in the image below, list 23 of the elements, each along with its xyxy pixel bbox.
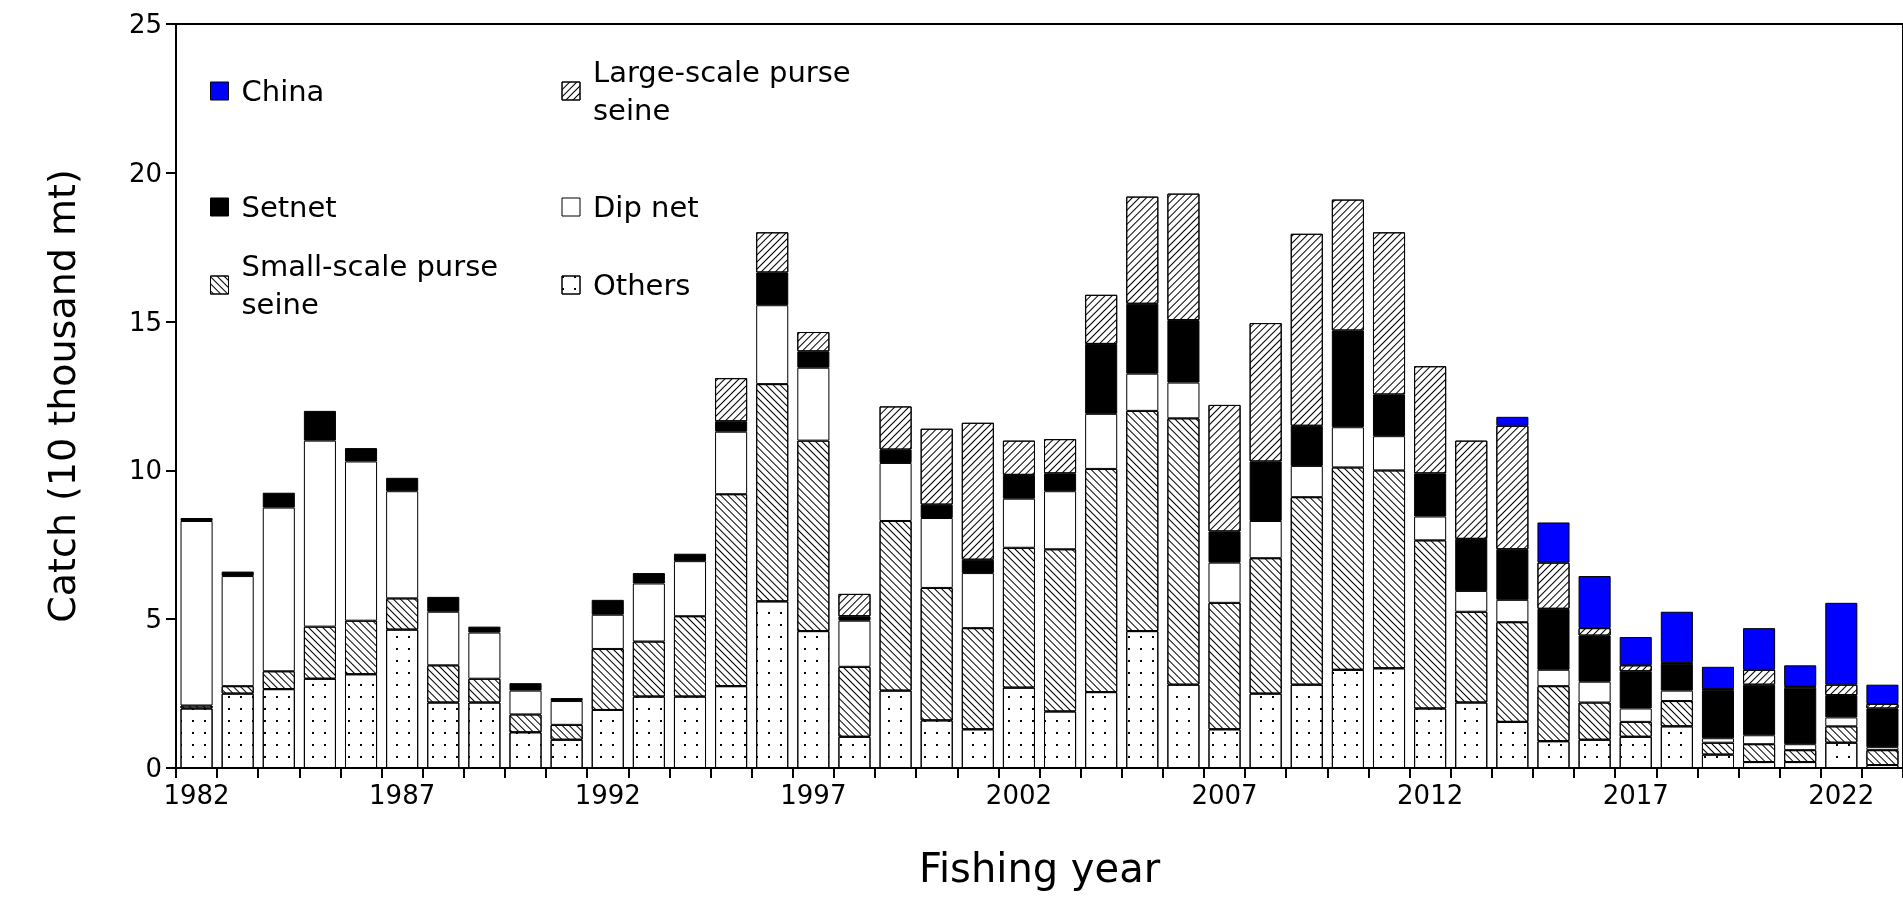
x-tick-label: 1997 <box>780 780 847 810</box>
x-tick-label: 2022 <box>1808 780 1875 810</box>
x-tick-label: 2002 <box>985 780 1053 810</box>
x-tick-label: 2012 <box>1397 780 1464 810</box>
y-tick-label: 25 <box>128 9 162 39</box>
x-tick-label: 1992 <box>574 780 641 810</box>
x-tick-label: 1982 <box>163 780 230 810</box>
y-tick-label: 5 <box>145 604 162 635</box>
x-tick-label: 2007 <box>1191 780 1258 810</box>
y-tick-label: 0 <box>145 753 162 783</box>
legend-label: Others <box>593 268 691 302</box>
y-tick-label: 20 <box>128 157 162 188</box>
legend-label: Setnet <box>241 190 337 224</box>
y-tick-label: 15 <box>128 306 162 337</box>
x-axis-title: Fishing year <box>918 845 1161 891</box>
legend-label: Large-scale purse seine <box>593 55 860 127</box>
x-tick-label: 2017 <box>1602 780 1669 810</box>
legend-label: China <box>241 74 325 108</box>
legend-label: Small-scale purse seine <box>241 249 508 321</box>
x-tick-label: 1987 <box>369 780 436 810</box>
y-tick-label: 10 <box>128 455 162 486</box>
legend-label: Dip net <box>593 190 699 224</box>
y-axis-title: Catch (10 thousand mt) <box>40 169 84 623</box>
